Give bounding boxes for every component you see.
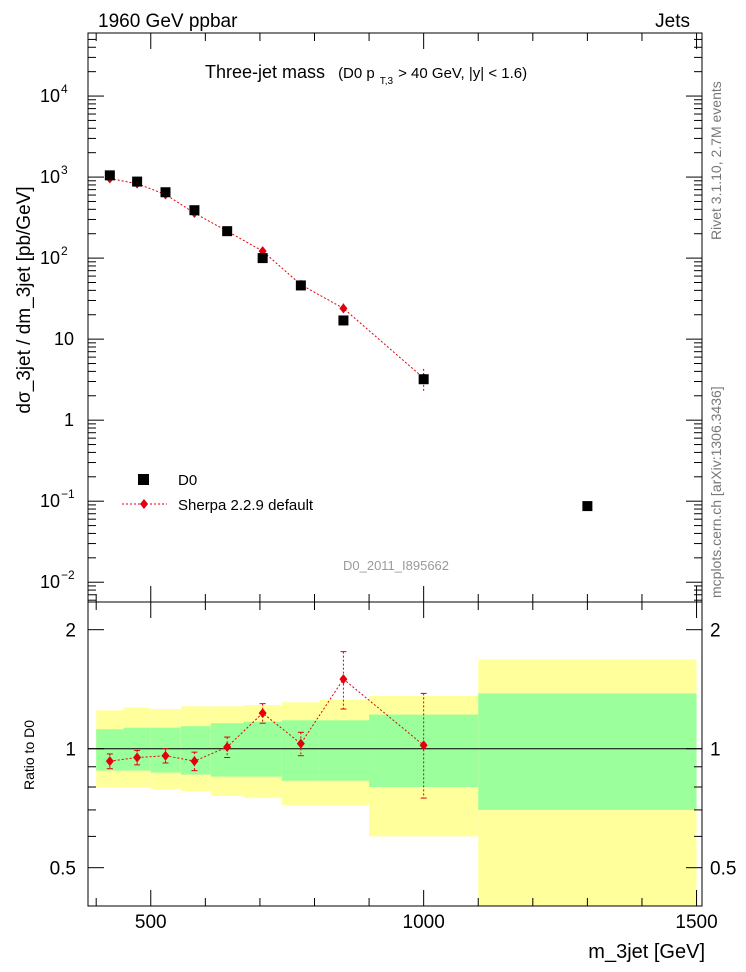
legend-mc-label: Sherpa 2.2.9 default [178, 497, 314, 514]
mc-series-main [105, 173, 428, 393]
mcplots-reference-label: mcplots.cern.ch [arXiv:1306.3436] [708, 386, 724, 598]
ratio-inner-band [281, 720, 320, 781]
ratio-y-tick-label-right: 0.5 [710, 859, 736, 880]
main-y-tick-exponent: −1 [61, 487, 75, 501]
main-title-cut-suffix: > 40 GeV, |y| < 1.6) [398, 65, 527, 82]
ratio-y-ticks: 0.5 0.5 1 1 2 2 [50, 621, 737, 880]
main-y-tick-label: 10 [40, 572, 60, 592]
x-tick-label: 1000 [403, 912, 445, 933]
rivet-version-label: Rivet 3.1.10, 2.7M events [708, 81, 724, 240]
ratio-inner-band [180, 726, 211, 775]
ratio-y-tick-label: 0.5 [50, 859, 76, 880]
ratio-y-tick-label-right: 1 [710, 740, 721, 761]
x-tick-label: 500 [135, 912, 167, 933]
mc-ratio-point [258, 708, 267, 719]
process-label: Jets [655, 11, 690, 32]
energy-label: 1960 GeV ppbar [98, 11, 238, 32]
analysis-watermark: D0_2011_I895662 [343, 558, 449, 573]
x-axis-label: m_3jet [GeV] [588, 941, 705, 963]
data-point [104, 170, 115, 181]
ratio-y-tick-label: 2 [65, 621, 76, 642]
mc-ratio-point [161, 750, 170, 761]
mc-main-line [109, 178, 424, 379]
mc-point [339, 303, 348, 314]
data-point [132, 176, 143, 187]
svg-text:Three-jet mass (D0 p: Three-jet mass (D0 p T,3 > 40 GeV, |y| <… [205, 62, 527, 88]
data-series-main [104, 170, 593, 512]
main-panel-frame [87, 32, 703, 603]
main-y-tick-label: 10 [40, 491, 60, 511]
x-axis-ticks: 500 1000 1500 [95, 33, 718, 933]
mc-ratio-point [133, 752, 142, 763]
data-point [160, 187, 171, 198]
data-point [189, 205, 200, 216]
data-point [338, 315, 349, 326]
mc-ratio-point [190, 756, 199, 767]
legend-data-marker [138, 474, 149, 485]
ratio-panel-frame [87, 601, 703, 907]
data-point [582, 501, 593, 512]
mc-series-ratio [105, 651, 428, 799]
main-y-tick-exponent: 3 [61, 163, 68, 177]
main-y-tick-label: 10 [40, 248, 60, 268]
legend-data-label: D0 [178, 472, 197, 489]
ratio-inner-band [478, 693, 697, 810]
main-y-tick-exponent: −2 [61, 568, 75, 582]
x-tick-label: 1500 [675, 912, 717, 933]
ratio-uncertainty-bands [96, 659, 697, 906]
mc-ratio-point [105, 756, 114, 767]
data-point [257, 253, 268, 264]
main-y-tick-label: 1 [64, 410, 74, 430]
ratio-y-axis-label: Ratio to D0 [21, 720, 37, 790]
main-y-tick-exponent: 4 [61, 82, 68, 96]
mc-ratio-point [296, 738, 305, 749]
main-title-text: Three-jet mass [205, 62, 325, 82]
ratio-y-tick-label: 1 [65, 740, 76, 761]
legend: D0 Sherpa 2.2.9 default [122, 472, 314, 514]
main-y-tick-exponent: 2 [61, 244, 68, 258]
main-title-cut-sub: T,3 [380, 76, 394, 87]
mc-ratio-point [339, 674, 348, 685]
mc-ratio-point [223, 741, 232, 752]
main-y-tick-label: 10 [40, 167, 60, 187]
data-point [418, 374, 429, 385]
data-point [295, 280, 306, 291]
ratio-y-tick-label-right: 2 [710, 621, 721, 642]
main-y-axis-label: dσ_3jet / dm_3jet [pb/GeV] [14, 186, 35, 413]
main-title: Three-jet mass (D0 p T,3 > 40 GeV, |y| <… [205, 62, 527, 88]
mc-ratio-point [419, 740, 428, 751]
ratio-inner-band [319, 720, 370, 781]
main-y-tick-label: 10 [40, 86, 60, 106]
main-y-tick-label: 10 [54, 329, 74, 349]
data-point [222, 226, 233, 237]
main-title-cut: (D0 p [338, 65, 375, 82]
legend-mc-marker [140, 499, 148, 509]
